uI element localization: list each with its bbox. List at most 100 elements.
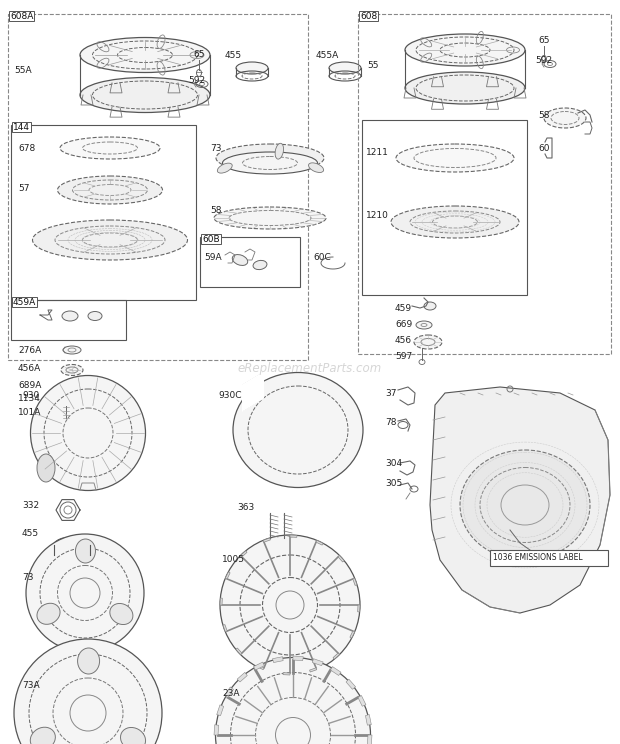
Text: 57: 57	[18, 184, 30, 193]
Text: 73: 73	[210, 144, 221, 153]
Ellipse shape	[223, 152, 317, 174]
Polygon shape	[358, 605, 360, 612]
Polygon shape	[224, 687, 234, 698]
Ellipse shape	[88, 312, 102, 321]
Text: 455: 455	[225, 51, 242, 60]
Text: 930: 930	[22, 391, 39, 400]
Ellipse shape	[37, 454, 55, 482]
Text: 304: 304	[385, 458, 402, 467]
Text: 592: 592	[188, 75, 205, 85]
Ellipse shape	[120, 728, 146, 744]
Ellipse shape	[63, 346, 81, 354]
Ellipse shape	[309, 163, 324, 173]
Polygon shape	[338, 556, 344, 562]
Polygon shape	[309, 668, 317, 672]
Ellipse shape	[61, 365, 83, 376]
Bar	[11, 125, 196, 300]
Ellipse shape	[14, 639, 162, 744]
Text: 592: 592	[535, 56, 552, 65]
Text: 459: 459	[395, 304, 412, 312]
Ellipse shape	[416, 321, 432, 329]
Polygon shape	[365, 714, 371, 725]
Ellipse shape	[391, 206, 519, 238]
Text: 332: 332	[22, 501, 39, 510]
Ellipse shape	[405, 72, 525, 104]
Text: 456A: 456A	[18, 364, 42, 373]
Ellipse shape	[80, 77, 210, 112]
Ellipse shape	[253, 260, 267, 269]
Ellipse shape	[26, 534, 144, 652]
Text: 23A: 23A	[222, 688, 239, 698]
Ellipse shape	[405, 34, 525, 66]
Ellipse shape	[233, 373, 363, 487]
Polygon shape	[243, 373, 263, 410]
Text: eReplacementParts.com: eReplacementParts.com	[238, 362, 382, 374]
Ellipse shape	[275, 144, 283, 159]
Polygon shape	[316, 540, 323, 545]
Bar	[200, 237, 300, 287]
Bar	[362, 120, 527, 295]
Ellipse shape	[544, 108, 586, 128]
Text: 1005: 1005	[222, 556, 245, 565]
Text: 60C: 60C	[313, 252, 330, 261]
Ellipse shape	[62, 311, 78, 321]
Ellipse shape	[220, 535, 360, 675]
Polygon shape	[333, 653, 340, 659]
Text: 58: 58	[538, 111, 549, 120]
Polygon shape	[350, 631, 355, 638]
Ellipse shape	[30, 727, 55, 744]
Text: 455: 455	[22, 528, 39, 537]
Polygon shape	[358, 696, 366, 706]
Text: 1036 EMISSIONS LABEL: 1036 EMISSIONS LABEL	[493, 554, 583, 562]
Polygon shape	[220, 598, 223, 605]
Polygon shape	[283, 673, 290, 675]
Text: 456: 456	[395, 336, 412, 344]
Ellipse shape	[232, 254, 248, 266]
Polygon shape	[237, 673, 247, 682]
Ellipse shape	[37, 603, 60, 624]
Text: 1211: 1211	[366, 147, 389, 156]
Ellipse shape	[424, 302, 436, 310]
Polygon shape	[353, 578, 357, 586]
Ellipse shape	[329, 62, 361, 74]
Text: 65: 65	[193, 50, 205, 59]
Polygon shape	[290, 535, 297, 537]
Text: 597: 597	[395, 351, 412, 361]
Polygon shape	[241, 551, 247, 557]
Ellipse shape	[414, 335, 442, 349]
Polygon shape	[264, 538, 270, 542]
Text: 459A: 459A	[13, 298, 36, 307]
Polygon shape	[330, 667, 341, 676]
Ellipse shape	[63, 381, 77, 389]
Polygon shape	[257, 665, 264, 670]
Ellipse shape	[64, 394, 76, 402]
Ellipse shape	[60, 137, 160, 159]
Polygon shape	[273, 657, 283, 663]
Text: 37: 37	[385, 388, 397, 397]
Text: 669: 669	[395, 319, 412, 329]
Text: 60: 60	[538, 144, 549, 153]
Polygon shape	[430, 387, 610, 613]
Text: 689A: 689A	[18, 380, 42, 390]
Text: 1134: 1134	[18, 394, 41, 403]
Bar	[11, 300, 126, 340]
Ellipse shape	[80, 37, 210, 72]
Text: 101A: 101A	[18, 408, 42, 417]
Polygon shape	[223, 625, 227, 632]
Text: 1210: 1210	[366, 211, 389, 219]
Bar	[490, 550, 608, 566]
Ellipse shape	[218, 163, 232, 173]
Polygon shape	[225, 572, 230, 579]
Ellipse shape	[54, 537, 90, 553]
Polygon shape	[368, 735, 372, 744]
Text: 78: 78	[385, 417, 397, 426]
Ellipse shape	[78, 648, 100, 674]
Bar	[8, 14, 308, 360]
Text: 363: 363	[237, 502, 254, 512]
Text: 58: 58	[210, 205, 221, 214]
Text: 73A: 73A	[22, 681, 40, 690]
Text: 305: 305	[385, 478, 402, 487]
Ellipse shape	[110, 603, 133, 624]
Polygon shape	[293, 656, 303, 661]
Ellipse shape	[396, 144, 514, 172]
